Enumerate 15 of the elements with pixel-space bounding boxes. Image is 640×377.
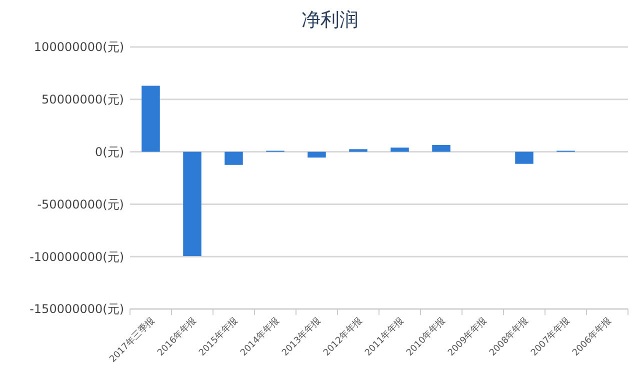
bar <box>183 152 202 256</box>
bar <box>142 86 160 152</box>
y-tick-label: 50000000(元) <box>42 92 124 107</box>
bar <box>224 152 243 165</box>
bar <box>515 152 534 164</box>
bar <box>349 149 368 152</box>
y-tick-label: -100000000(元) <box>30 250 124 264</box>
y-tick-label: -150000000(元) <box>30 302 124 316</box>
y-tick-label: 100000000(元) <box>34 40 124 54</box>
bar <box>432 144 450 152</box>
bar <box>308 152 326 158</box>
bar <box>390 148 409 152</box>
y-tick-label: -50000000(元) <box>37 197 124 212</box>
chart-title: 净利润 <box>302 9 358 31</box>
y-tick-label: 0(元) <box>95 145 124 159</box>
